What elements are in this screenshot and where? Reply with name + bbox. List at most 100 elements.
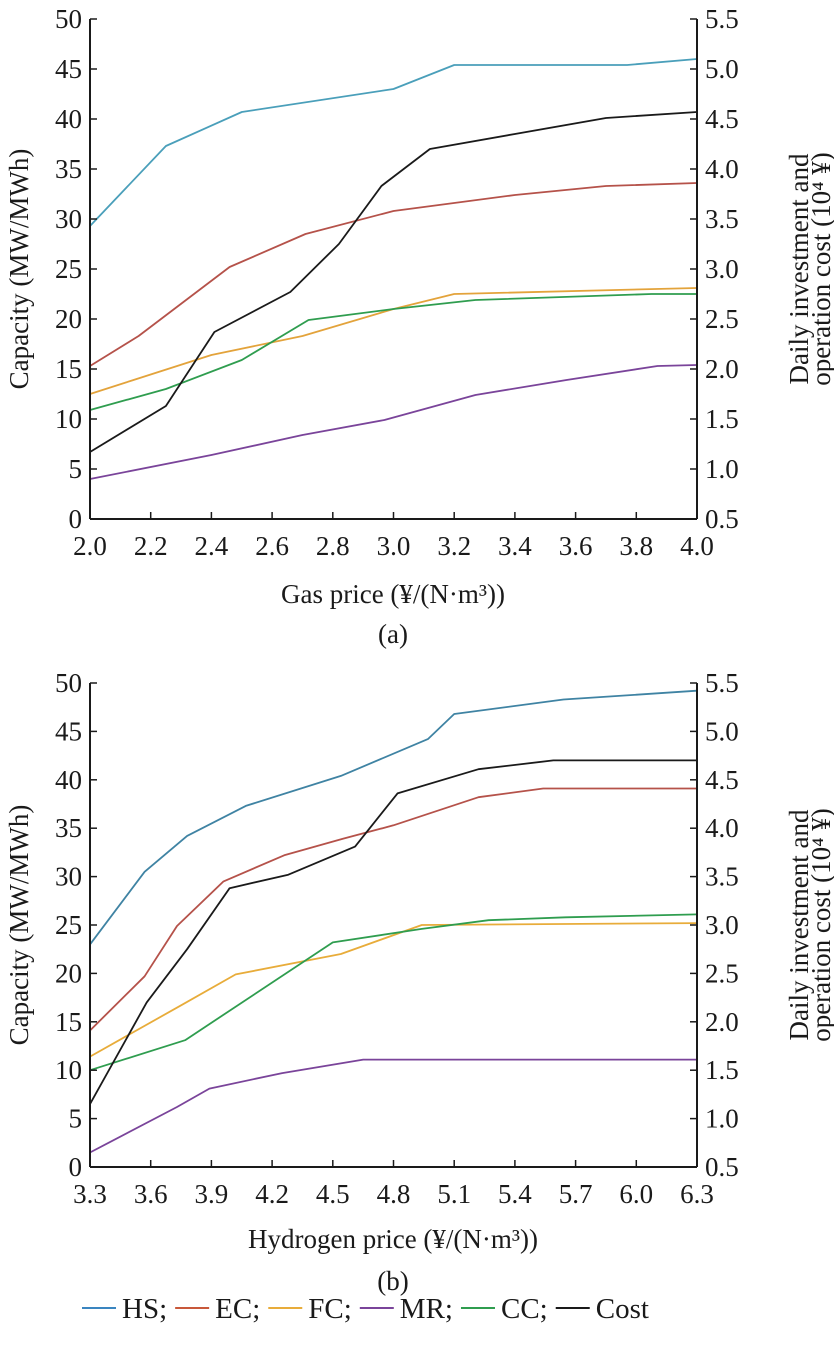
y2-tick-label: 1.5 bbox=[705, 1055, 739, 1085]
y-tick-label: 40 bbox=[55, 104, 82, 134]
series-line-cost-a bbox=[89, 111, 698, 453]
x-tick-label: 3.4 bbox=[498, 531, 532, 561]
y-tick-label: 45 bbox=[55, 716, 82, 746]
y2-axis-title-line2-a: operation cost (10⁴ ¥) bbox=[806, 152, 834, 386]
legend: HS; EC; FC; MR; CC; Cost bbox=[82, 1293, 649, 1325]
x-tick-label: 6.0 bbox=[619, 1179, 653, 1209]
x-tick-label: 2.4 bbox=[195, 531, 229, 561]
series-line-cc-a bbox=[89, 293, 697, 411]
chart-panel-b: 0 5 10 15 20 25 30 35 40 45 50 0.5 1.0 1.5 2.0 2.5 3.0 3.… bbox=[4, 668, 834, 1296]
y2-tick-label: 1.5 bbox=[705, 404, 739, 434]
x-tick-label: 2.2 bbox=[134, 531, 168, 561]
x-tick-label: 3.0 bbox=[377, 531, 411, 561]
x-tick-label: 4.0 bbox=[680, 531, 714, 561]
panel-label-b: (b) bbox=[377, 1266, 408, 1296]
y2-tick-label: 5.0 bbox=[705, 716, 739, 746]
axes-a: 0 5 10 15 20 25 30 35 40 45 50 0.5 1.0 1.5 2.0 2.5 3.0 3.… bbox=[55, 4, 739, 561]
x-tick-label: 6.3 bbox=[680, 1179, 714, 1209]
y2-tick-label: 4.5 bbox=[705, 765, 739, 795]
y2-tick-label: 0.5 bbox=[705, 504, 739, 534]
panel-label-a: (a) bbox=[378, 619, 408, 649]
y-axis-title-b: Capacity (MW/MWh) bbox=[4, 805, 34, 1046]
series-lines-b bbox=[89, 689, 698, 1154]
y2-tick-label: 2.0 bbox=[705, 1007, 739, 1037]
y-tick-label: 0 bbox=[69, 504, 83, 534]
y-tick-label: 20 bbox=[55, 958, 82, 988]
y-tick-label: 5 bbox=[69, 1104, 83, 1134]
y2-tick-label: 2.5 bbox=[705, 958, 739, 988]
chart-panel-a: 0 5 10 15 20 25 30 35 40 45 50 0.5 1.0 1.5 2.0 2.5 3.0 3.… bbox=[4, 4, 834, 649]
y2-tick-label: 4.5 bbox=[705, 104, 739, 134]
x-tick-label: 3.2 bbox=[437, 531, 471, 561]
y2-tick-label: 1.0 bbox=[705, 1104, 739, 1134]
series-line-fc-b bbox=[89, 922, 698, 1058]
y2-tick-label: 4.0 bbox=[705, 813, 739, 843]
y-tick-label: 45 bbox=[55, 54, 82, 84]
y2-axis-title-line1-b: Daily investment and bbox=[784, 809, 814, 1040]
x-tick-label: 3.6 bbox=[134, 1179, 168, 1209]
y-tick-label: 0 bbox=[69, 1152, 83, 1182]
y-tick-label: 10 bbox=[55, 1055, 82, 1085]
series-line-hs-a bbox=[89, 58, 698, 227]
x-tick-label: 2.0 bbox=[73, 531, 107, 561]
y2-axis-title-line1-a: Daily investment and bbox=[784, 153, 814, 384]
y-tick-label: 15 bbox=[55, 354, 82, 384]
x-tick-label: 4.2 bbox=[255, 1179, 289, 1209]
legend-label: HS; bbox=[122, 1293, 167, 1325]
x-tick-label: 5.1 bbox=[437, 1179, 471, 1209]
y2-tick-label: 3.5 bbox=[705, 862, 739, 892]
y2-tick-label: 5.5 bbox=[705, 4, 739, 34]
x-tick-label: 3.6 bbox=[559, 531, 593, 561]
x-tick-label: 2.6 bbox=[255, 531, 289, 561]
x-tick-label: 5.4 bbox=[498, 1179, 532, 1209]
legend-label: MR; bbox=[400, 1293, 453, 1325]
series-line-cost-b bbox=[89, 759, 697, 1105]
y-tick-label: 30 bbox=[55, 862, 82, 892]
legend-label: CC; bbox=[501, 1293, 548, 1325]
y2-tick-label: 1.0 bbox=[705, 454, 739, 484]
y-tick-label: 35 bbox=[55, 154, 82, 184]
axes-b: 0 5 10 15 20 25 30 35 40 45 50 0.5 1.0 1.5 2.0 2.5 3.0 3.… bbox=[55, 668, 739, 1209]
y2-tick-label: 4.0 bbox=[705, 154, 739, 184]
series-line-hs-b bbox=[89, 689, 698, 945]
y-tick-label: 5 bbox=[69, 454, 83, 484]
x-tick-label: 5.7 bbox=[559, 1179, 593, 1209]
y-tick-label: 40 bbox=[55, 765, 82, 795]
y2-tick-label: 3.0 bbox=[705, 910, 739, 940]
y-tick-label: 25 bbox=[55, 910, 82, 940]
y-tick-label: 30 bbox=[55, 204, 82, 234]
legend-label: EC; bbox=[215, 1293, 260, 1325]
x-tick-label: 4.8 bbox=[377, 1179, 411, 1209]
x-tick-label: 3.9 bbox=[195, 1179, 229, 1209]
series-line-ec-a bbox=[89, 182, 698, 367]
series-line-mr-b bbox=[89, 1058, 697, 1154]
x-axis-title-a: Gas price (¥/(N·m³)) bbox=[281, 579, 505, 609]
y-tick-label: 20 bbox=[55, 304, 82, 334]
y-axis-title-a: Capacity (MW/MWh) bbox=[4, 149, 34, 390]
y2-tick-label: 5.5 bbox=[705, 668, 739, 698]
x-tick-label: 2.8 bbox=[316, 531, 350, 561]
y-tick-label: 15 bbox=[55, 1007, 82, 1037]
y2-tick-label: 3.5 bbox=[705, 204, 739, 234]
series-line-ec-b bbox=[89, 787, 697, 1032]
y-tick-label: 25 bbox=[55, 254, 82, 284]
series-line-fc-a bbox=[89, 287, 698, 395]
y2-tick-label: 5.0 bbox=[705, 54, 739, 84]
y-tick-label: 50 bbox=[55, 4, 82, 34]
x-tick-label: 3.8 bbox=[619, 531, 653, 561]
y-tick-label: 50 bbox=[55, 668, 82, 698]
y2-axis-title-line2-b: operation cost (10⁴ ¥) bbox=[806, 808, 834, 1042]
series-lines-a bbox=[89, 58, 698, 480]
x-tick-label: 4.5 bbox=[316, 1179, 350, 1209]
series-line-mr-a bbox=[89, 364, 698, 480]
y2-tick-label: 0.5 bbox=[705, 1152, 739, 1182]
y-tick-label: 10 bbox=[55, 404, 82, 434]
y2-tick-label: 3.0 bbox=[705, 254, 739, 284]
series-line-cc-b bbox=[89, 913, 698, 1072]
legend-label: FC; bbox=[308, 1293, 352, 1325]
x-axis-title-b: Hydrogen price (¥/(N·m³)) bbox=[248, 1224, 538, 1254]
y2-tick-label: 2.5 bbox=[705, 304, 739, 334]
y2-tick-label: 2.0 bbox=[705, 354, 739, 384]
x-tick-label: 3.3 bbox=[73, 1179, 107, 1209]
